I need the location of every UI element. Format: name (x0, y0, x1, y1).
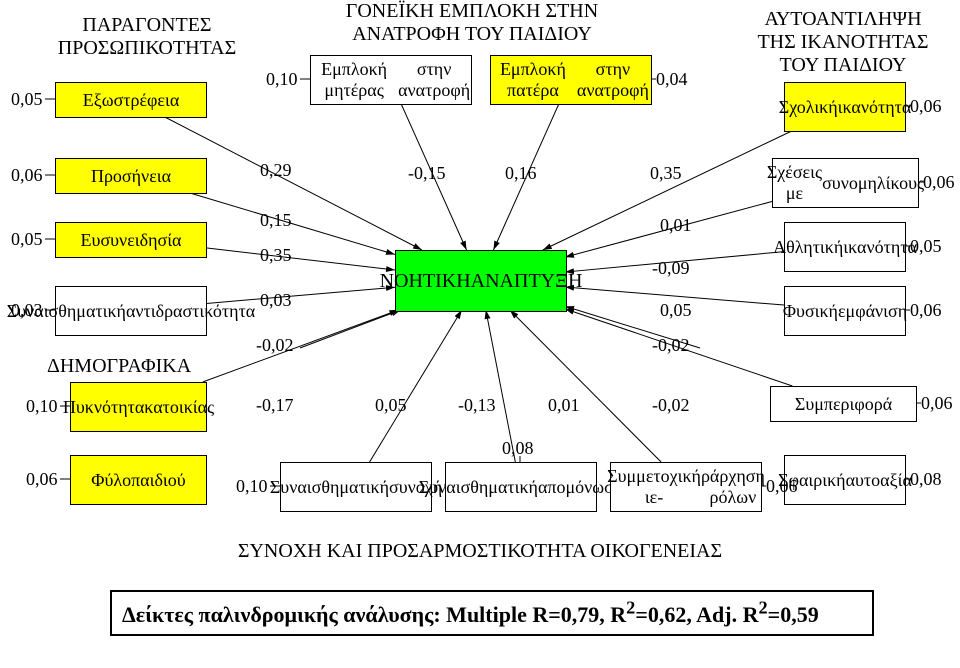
coef-phys: 0,06 (910, 300, 942, 321)
node-eus: Ευσυνειδησία (55, 222, 207, 258)
pathcoef-c_eus: 0,35 (260, 245, 292, 266)
coef-eus: 0,05 (11, 229, 43, 250)
node-isolation: Συναισθηματικήαπομόνωση (445, 462, 597, 512)
family-cohesion-heading: ΣΥΝΟΧΗ ΚΑΙ ΠΡΟΣΑΡΜΟΣΤΙΚΟΤΗΤΑ ΟΙΚΟΓΕΝΕΙΑΣ (0, 540, 960, 563)
node-phys: Φυσικήεμφάνιση (784, 286, 906, 336)
node-behav: Συμπεριφορά (770, 386, 917, 422)
pathcoef-c_mother: -0,15 (408, 163, 446, 184)
node-athl: Αθλητικήικανότητα (784, 222, 906, 272)
node-exo: Εξωστρέφεια (55, 82, 207, 118)
node-pyk: Πυκνότητακατοικίας (70, 382, 207, 432)
pathcoef-c_coh: 0,05 (375, 395, 407, 416)
pathcoef-c_iso: -0,13 (458, 395, 496, 416)
pathcoef-c_pros1: 0,15 (260, 210, 292, 231)
heading-personality: ΠΑΡΑΓΟΝΤΕΣ ΠΡΟΣΩΠΙΚΟΤΗΤΑΣ (47, 14, 247, 60)
pathcoef-c_peers: 0,01 (660, 215, 692, 236)
coef-mother: 0,10 (266, 69, 298, 90)
pathcoef-c_behav2: -0,02 (652, 395, 690, 416)
coef-cohesion: 0,10 (236, 476, 268, 497)
coef-pyk: 0,10 (26, 396, 58, 417)
node-mother: Εμπλοκή μητέραςστην ανατροφή (310, 55, 472, 105)
coef-fylo: 0,06 (26, 469, 58, 490)
pathcoef-c_athl: -0,09 (652, 258, 690, 279)
heading-demographics: ΔΗΜΟΓΡΑΦΙΚΑ (47, 355, 217, 378)
pathcoef-c_behav1: -0,02 (652, 335, 690, 356)
coef-roles: 0,06 (766, 476, 798, 497)
coef-exo: 0,05 (11, 89, 43, 110)
node-peers: Σχέσεις μεσυνομηλίκους (772, 158, 919, 208)
pathcoef-c_phys: 0,05 (660, 300, 692, 321)
node-pros: Προσήνεια (55, 158, 207, 194)
edge-cohesion-noitiki (370, 310, 462, 462)
pathcoef-c_father: 0,16 (505, 163, 537, 184)
coef-father: 0,04 (656, 69, 688, 90)
coef-global: 0,08 (910, 469, 942, 490)
node-roles: Συμμετοχική ιε-ράρχηση ρόλων (610, 462, 762, 512)
regression-text: Δείκτες παλινδρομικής ανάλυσης: Multiple… (122, 602, 819, 627)
coef-behav: 0,06 (921, 393, 953, 414)
node-noitiki: ΝΟΗΤΙΚΗΑΝΑΠΤΥΞΗ (395, 250, 567, 312)
node-father: Εμπλοκή πατέραστην ανατροφή (490, 55, 652, 105)
node-syna: Συναισθηματικήαντιδραστικότητα (55, 286, 207, 336)
pathcoef-c_pyk: -0,17 (256, 395, 294, 416)
coef-school: 0,06 (910, 96, 942, 117)
coef-pros: 0,06 (11, 165, 43, 186)
regression-indices: Δείκτες παλινδρομικής ανάλυσης: Multiple… (110, 590, 874, 636)
edge-eus-noitiki (205, 248, 395, 270)
pathcoef-c_demo: -0,02 (256, 335, 294, 356)
coef-peers: 0,06 (923, 172, 955, 193)
pathcoef-c_syna: 0,03 (260, 290, 292, 311)
heading-selfperc: ΑΥΤΟΑΝΤΙΛΗΨΗ ΤΗΣ ΙΚΑΝΟΤΗΤΑΣ ΤΟΥ ΠΑΙΔΙΟΥ (753, 8, 933, 77)
pathcoef-c_school: 0,35 (650, 163, 682, 184)
pathcoef-c_rol: 0,01 (548, 395, 580, 416)
coef-syna: 0,03 (11, 300, 43, 321)
heading-parental: ΓΟΝΕΪΚΗ ΕΜΠΛΟΚΗ ΣΤΗΝ ΑΝΑΤΡΟΦΗ ΤΟΥ ΠΑΙΔΙΟ… (322, 0, 622, 46)
coef-athl: 0,05 (910, 236, 942, 257)
node-global: Σφαιρικήαυτοαξία (784, 455, 906, 505)
diagram-stage: { "canvas":{"width":960,"height":668,"ba… (0, 0, 960, 668)
node-school: Σχολικήικανότητα (784, 82, 906, 132)
node-cohesion: Συναισθηματικήσυνοχή (280, 462, 432, 512)
pathcoef-c_exo: 0,29 (260, 160, 292, 181)
coef-isolation: 0,08 (502, 438, 534, 459)
node-fylo: Φύλοπαιδιού (70, 455, 207, 505)
